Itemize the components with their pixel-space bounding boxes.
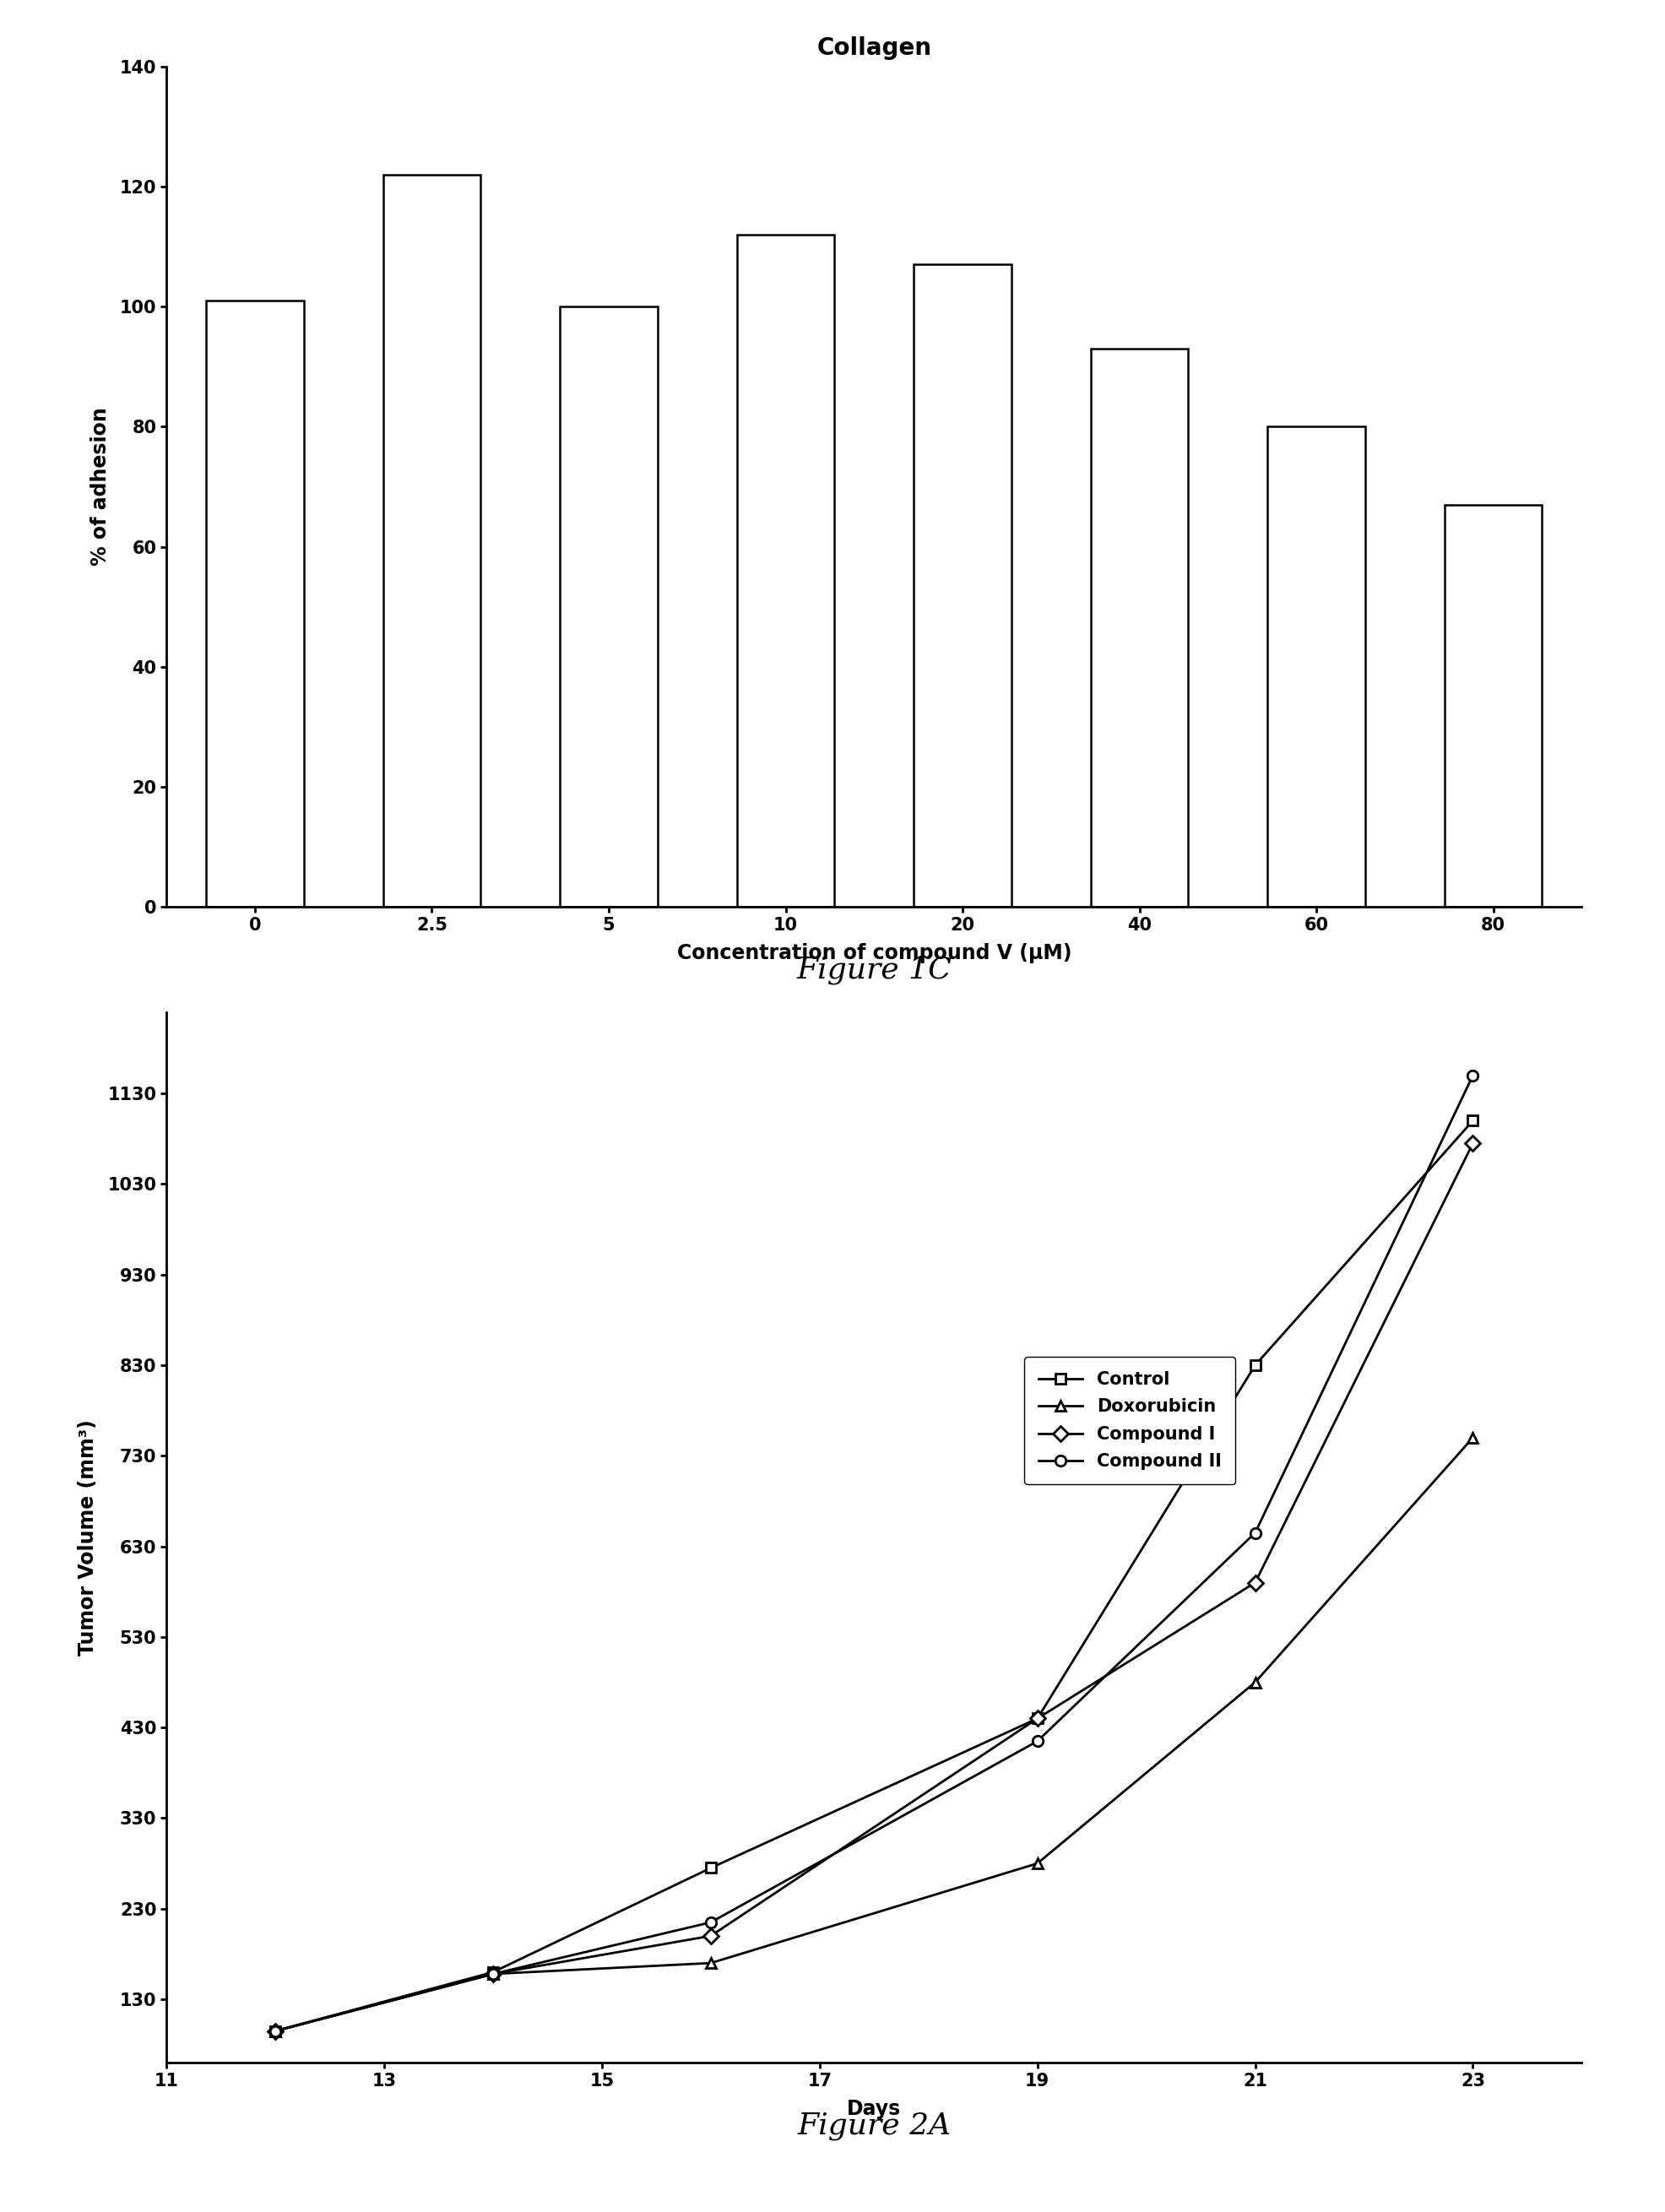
Compound I <box>1464 1130 1484 1157</box>
Bar <box>1091 349 1189 907</box>
X-axis label: Concentration of compound V (μM): Concentration of compound V (μM) <box>676 942 1072 964</box>
Line: Compound I: Compound I <box>270 1137 1479 2037</box>
Control <box>1464 1108 1484 1135</box>
Doxorubicin <box>483 1960 503 1986</box>
Text: Figure 1C: Figure 1C <box>796 956 952 984</box>
Compound II <box>701 1909 721 1936</box>
Doxorubicin <box>1027 1849 1047 1876</box>
Control <box>265 2017 285 2044</box>
Compound II <box>1027 1728 1047 1754</box>
Compound II <box>1245 1520 1265 1546</box>
Y-axis label: Tumor Volume (mm³): Tumor Volume (mm³) <box>78 1420 98 1655</box>
X-axis label: Days: Days <box>847 2099 901 2119</box>
Compound II <box>265 2017 285 2044</box>
Compound I <box>1027 1705 1047 1732</box>
Title: Collagen: Collagen <box>818 35 931 60</box>
Compound I <box>265 2017 285 2044</box>
Compound I <box>483 1960 503 1986</box>
Text: Figure 2A: Figure 2A <box>798 2112 951 2139</box>
Control <box>483 1960 503 1986</box>
Compound II <box>1464 1062 1484 1088</box>
Compound II <box>483 1960 503 1986</box>
Bar <box>559 307 658 907</box>
Compound I <box>701 1922 721 1949</box>
Bar <box>1445 504 1542 907</box>
Control <box>1027 1705 1047 1732</box>
Compound I <box>1245 1568 1265 1595</box>
Bar <box>914 265 1011 907</box>
Bar <box>383 175 481 907</box>
Line: Control: Control <box>270 1115 1479 2037</box>
Line: Compound II: Compound II <box>270 1071 1479 2037</box>
Control <box>1245 1352 1265 1378</box>
Doxorubicin <box>265 2017 285 2044</box>
Doxorubicin <box>1464 1425 1484 1451</box>
Doxorubicin <box>701 1949 721 1975</box>
Legend: Control, Doxorubicin, Compound I, Compound II: Control, Doxorubicin, Compound I, Compou… <box>1024 1356 1235 1484</box>
Bar <box>738 234 834 907</box>
Control <box>701 1854 721 1880</box>
Bar <box>206 301 303 907</box>
Bar <box>1267 427 1365 907</box>
Line: Doxorubicin: Doxorubicin <box>270 1433 1479 2037</box>
Doxorubicin <box>1245 1670 1265 1697</box>
Y-axis label: % of adhesion: % of adhesion <box>90 407 110 566</box>
